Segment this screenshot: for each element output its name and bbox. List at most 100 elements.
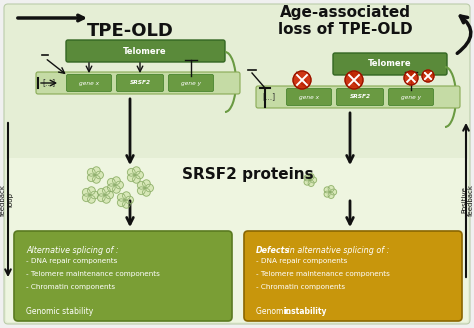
Text: gene y: gene y — [401, 94, 421, 99]
Text: - DNA repair components: - DNA repair components — [26, 258, 118, 264]
Circle shape — [92, 175, 100, 183]
Circle shape — [328, 186, 334, 192]
Text: - DNA repair components: - DNA repair components — [256, 258, 347, 264]
Text: Age-associated
loss of TPE-OLD: Age-associated loss of TPE-OLD — [278, 5, 412, 37]
Circle shape — [137, 187, 145, 195]
Circle shape — [128, 174, 135, 181]
Text: instability: instability — [283, 307, 327, 316]
Text: gene x: gene x — [79, 80, 99, 86]
Circle shape — [310, 177, 317, 183]
FancyBboxPatch shape — [36, 72, 240, 94]
Text: - Telomere maintenance components: - Telomere maintenance components — [26, 271, 160, 277]
Text: Telomere: Telomere — [123, 47, 167, 55]
Circle shape — [112, 182, 118, 188]
FancyBboxPatch shape — [333, 53, 447, 75]
Circle shape — [133, 175, 140, 183]
Circle shape — [136, 171, 144, 179]
Circle shape — [92, 172, 98, 178]
Text: SRSF2 proteins: SRSF2 proteins — [182, 168, 314, 182]
Circle shape — [102, 195, 110, 203]
Circle shape — [82, 194, 90, 201]
Circle shape — [308, 174, 314, 180]
Circle shape — [82, 189, 90, 196]
FancyBboxPatch shape — [286, 89, 331, 106]
Text: TPE-OLD: TPE-OLD — [87, 22, 173, 40]
Circle shape — [112, 185, 120, 193]
Text: - Telomere maintenance components: - Telomere maintenance components — [256, 271, 390, 277]
Circle shape — [102, 187, 110, 195]
Circle shape — [91, 191, 99, 199]
Text: - Chromatin components: - Chromatin components — [26, 284, 115, 290]
Circle shape — [324, 191, 330, 197]
Circle shape — [88, 169, 95, 176]
Circle shape — [324, 187, 330, 193]
Circle shape — [96, 171, 103, 179]
Circle shape — [293, 71, 311, 89]
Text: Defects: Defects — [256, 246, 290, 255]
Circle shape — [328, 193, 334, 198]
Text: SRSF2: SRSF2 — [129, 80, 151, 86]
Text: in alternative splicing of :: in alternative splicing of : — [285, 246, 389, 255]
Text: gene x: gene x — [299, 94, 319, 99]
FancyBboxPatch shape — [337, 89, 383, 106]
Circle shape — [88, 195, 95, 203]
Circle shape — [304, 175, 310, 181]
Circle shape — [404, 71, 418, 85]
Circle shape — [123, 192, 130, 199]
Circle shape — [122, 197, 128, 203]
Circle shape — [128, 169, 135, 176]
Text: [...]: [...] — [262, 92, 275, 101]
Circle shape — [88, 174, 95, 181]
FancyBboxPatch shape — [117, 74, 164, 92]
Text: - Chromatin components: - Chromatin components — [256, 284, 345, 290]
Circle shape — [304, 179, 310, 185]
Text: SRSF2: SRSF2 — [349, 94, 371, 99]
Text: gene y: gene y — [181, 80, 201, 86]
Circle shape — [126, 196, 133, 204]
Circle shape — [308, 178, 312, 182]
Circle shape — [92, 167, 100, 174]
FancyBboxPatch shape — [66, 74, 111, 92]
Circle shape — [133, 167, 140, 174]
FancyArrowPatch shape — [457, 16, 471, 53]
Circle shape — [112, 177, 120, 185]
Circle shape — [308, 180, 314, 186]
Circle shape — [330, 189, 337, 195]
Circle shape — [143, 180, 150, 188]
Circle shape — [328, 190, 332, 194]
FancyBboxPatch shape — [6, 158, 468, 322]
Text: Positive
feedback
loop: Positive feedback loop — [461, 184, 474, 216]
Circle shape — [102, 192, 108, 198]
Circle shape — [137, 181, 145, 189]
Text: Genomic stability: Genomic stability — [26, 307, 93, 316]
Circle shape — [98, 189, 105, 196]
Circle shape — [118, 194, 125, 201]
Text: Genomic: Genomic — [256, 307, 292, 316]
Circle shape — [123, 200, 130, 208]
Circle shape — [88, 187, 95, 195]
FancyBboxPatch shape — [66, 40, 225, 62]
FancyBboxPatch shape — [244, 231, 462, 321]
Circle shape — [108, 184, 115, 192]
FancyBboxPatch shape — [4, 4, 470, 324]
Circle shape — [143, 189, 150, 196]
Text: Positive
feedback
loop: Positive feedback loop — [0, 184, 13, 216]
Text: [...]: [...] — [42, 78, 55, 88]
Circle shape — [87, 192, 93, 198]
Circle shape — [422, 70, 434, 82]
FancyBboxPatch shape — [256, 86, 460, 108]
Circle shape — [146, 184, 154, 192]
Circle shape — [108, 178, 115, 186]
Circle shape — [116, 181, 123, 189]
FancyBboxPatch shape — [168, 74, 213, 92]
Circle shape — [98, 194, 105, 201]
Circle shape — [106, 191, 113, 199]
FancyBboxPatch shape — [14, 231, 232, 321]
Circle shape — [132, 172, 138, 178]
Circle shape — [142, 185, 148, 191]
Text: Alternative splicing of :: Alternative splicing of : — [26, 246, 118, 255]
Circle shape — [345, 71, 363, 89]
FancyBboxPatch shape — [389, 89, 434, 106]
Text: Telomere: Telomere — [368, 59, 412, 69]
Circle shape — [118, 199, 125, 207]
